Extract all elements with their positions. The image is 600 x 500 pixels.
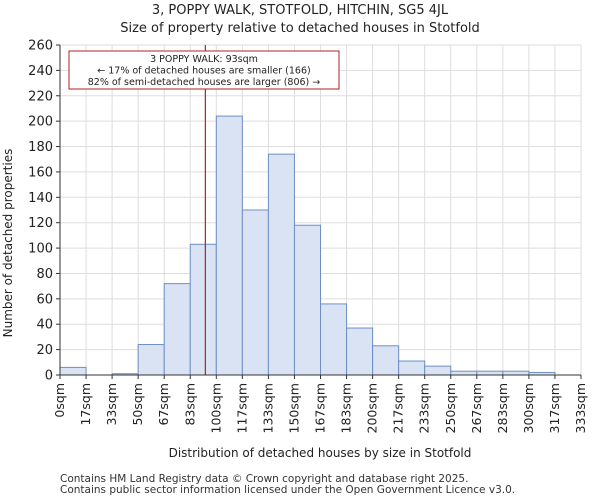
x-tick-label: 50sqm [130, 383, 145, 426]
histogram-bar [267, 153, 295, 376]
x-tick-label: 117sqm [234, 383, 249, 433]
histogram-bar [137, 344, 165, 376]
x-tick-label: 17sqm [78, 383, 93, 426]
annotation-box [68, 50, 340, 90]
x-axis-label: Distribution of detached houses by size … [169, 446, 472, 460]
x-tick-label: 33sqm [104, 383, 119, 426]
x-tick-label: 167sqm [313, 383, 328, 433]
histogram-bar [163, 283, 191, 376]
x-tick-label: 100sqm [208, 383, 223, 433]
y-tick-label: 40 [36, 318, 53, 333]
histogram-bar [215, 115, 243, 376]
y-tick-label: 100 [28, 242, 53, 257]
histogram-bar [241, 209, 269, 376]
histogram-bar [398, 360, 426, 376]
histogram-bar [424, 365, 452, 376]
x-tick-label: 333sqm [573, 383, 588, 433]
histogram-bar [346, 327, 374, 376]
histogram-bar [293, 224, 322, 376]
chart-title: 3, POPPY WALK, STOTFOLD, HITCHIN, SG5 4J… [151, 3, 449, 18]
x-tick-label: 317sqm [547, 383, 562, 433]
x-tick-label: 250sqm [443, 383, 458, 433]
chart-subtitle: Size of property relative to detached ho… [120, 21, 480, 36]
histogram-bar [450, 370, 478, 376]
y-tick-label: 200 [28, 115, 53, 130]
footer-copyright: Contains HM Land Registry data © Crown c… [60, 473, 469, 485]
histogram-bar [476, 370, 504, 376]
annotation-line: 3 POPPY WALK: 93sqm [150, 54, 258, 65]
y-tick-label: 160 [28, 165, 53, 180]
x-tick-label: 133sqm [260, 383, 275, 433]
y-tick-label: 0 [45, 369, 53, 384]
annotation-line: 82% of semi-detached houses are larger (… [88, 77, 321, 88]
footer-licence: Contains public sector information licen… [60, 484, 516, 496]
x-tick-label: 0sqm [52, 383, 67, 418]
histogram-bar [502, 370, 530, 376]
x-tick-label: 300sqm [521, 383, 536, 433]
histogram-bar [372, 345, 400, 376]
y-tick-label: 260 [28, 39, 53, 54]
x-tick-label: 267sqm [469, 383, 484, 433]
y-tick-label: 180 [28, 140, 53, 155]
histogram-bar [59, 366, 87, 376]
y-tick-label: 220 [28, 89, 53, 104]
x-tick-label: 283sqm [495, 383, 510, 433]
y-tick-label: 80 [36, 267, 53, 282]
x-tick-label: 217sqm [391, 383, 406, 433]
x-tick-label: 83sqm [182, 383, 197, 426]
annotation-line: ← 17% of detached houses are smaller (16… [97, 66, 310, 77]
x-tick-label: 183sqm [339, 383, 354, 433]
x-tick-label: 67sqm [156, 383, 171, 426]
y-tick-label: 140 [28, 191, 53, 206]
y-tick-label: 240 [28, 64, 53, 79]
y-axis-label: Number of detached properties [1, 149, 15, 338]
histogram-bar [189, 243, 217, 376]
x-tick-label: 233sqm [417, 383, 432, 433]
y-tick-label: 120 [28, 216, 53, 231]
y-tick-label: 60 [36, 292, 53, 307]
y-tick-label: 20 [36, 343, 53, 358]
x-tick-label: 150sqm [286, 383, 301, 433]
histogram-bar [320, 303, 348, 376]
x-tick-label: 200sqm [365, 383, 380, 433]
